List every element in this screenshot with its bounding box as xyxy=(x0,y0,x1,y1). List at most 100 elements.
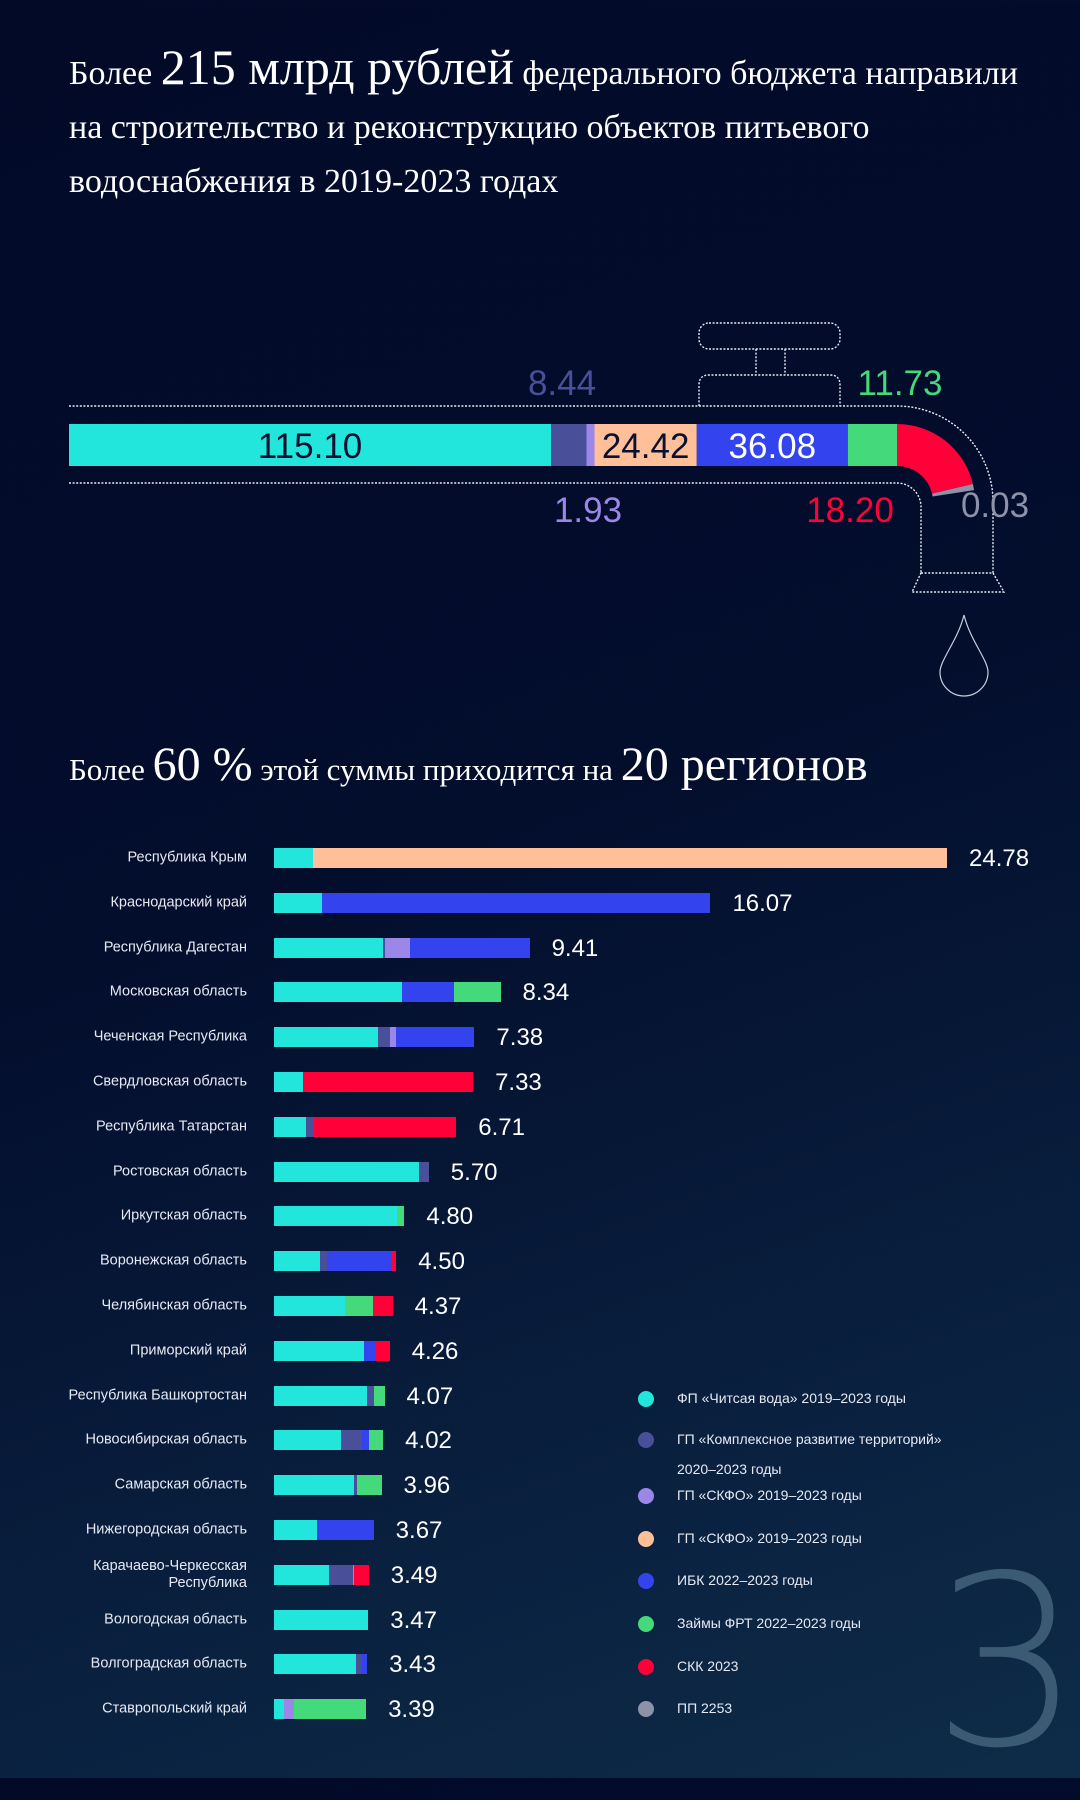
bar-segment-fp xyxy=(274,1296,345,1316)
bar-segment-fp xyxy=(274,1206,398,1227)
region-label: Ставропольский край xyxy=(102,1700,247,1717)
bar-segment-fp xyxy=(274,1340,364,1361)
title-rest: федерального бюджета направили на строит… xyxy=(69,55,1018,200)
legend-dot-icon xyxy=(638,1659,654,1675)
bar-segment-fp xyxy=(274,1699,284,1720)
label-kr: 8.44 xyxy=(528,364,596,403)
subtitle-highlight: 20 регионов xyxy=(620,738,868,791)
bar-segment-frt xyxy=(344,1296,374,1316)
region-label: Чеченская Республика xyxy=(93,1028,247,1045)
bar-segment-fp xyxy=(274,937,383,958)
region-label: Новосибирская область xyxy=(85,1431,247,1448)
bar-segment-kr xyxy=(340,1430,362,1451)
region-label: Челябинская область xyxy=(101,1297,247,1314)
label-fp: 115.10 xyxy=(258,427,362,466)
tap-segment-skfo_lav xyxy=(586,424,595,466)
bar-value-label: 4.02 xyxy=(405,1427,452,1455)
bar-segment-frt xyxy=(397,1206,405,1227)
bar-value-label: 3.47 xyxy=(390,1606,437,1634)
subtitle-text: Более xyxy=(69,752,145,787)
page-number: 3 xyxy=(932,1525,1080,1800)
legend-text: ФП «Читсая вода» 2019–2023 годы xyxy=(677,1390,906,1406)
label-pp: 0.03 xyxy=(961,486,1029,525)
bar-segment-skfo_lav xyxy=(283,1699,295,1720)
bar-segment-ibk xyxy=(361,1430,370,1451)
bar-segment-kr xyxy=(419,1161,429,1182)
bar-segment-ibk xyxy=(316,1520,374,1540)
bar-value-label: 3.39 xyxy=(388,1696,435,1724)
bar-value-label: 7.38 xyxy=(496,1024,544,1052)
bar-value-label: 4.50 xyxy=(418,1248,465,1276)
bar-segment-fp xyxy=(274,1161,420,1182)
bar-value-label: 4.37 xyxy=(414,1293,462,1320)
bar-segment-skfo_lav xyxy=(384,937,410,958)
title-highlight: 215 млрд рублей xyxy=(160,39,514,95)
bar-segment-frt xyxy=(294,1699,367,1720)
label-skk: 18.20 xyxy=(806,491,894,530)
bar-segment-fp xyxy=(274,1654,357,1675)
bar-segment-ibk xyxy=(395,1027,475,1048)
region-label: Нижегородская область xyxy=(85,1521,247,1538)
bar-segment-kr xyxy=(378,1027,390,1048)
tap-segment-kr xyxy=(551,424,587,466)
bar-value-label: 6.71 xyxy=(478,1113,525,1141)
tap-segment-frt xyxy=(847,424,897,466)
bar-segment-skfo_lav xyxy=(352,1564,355,1585)
bar-segment-kr xyxy=(319,1251,328,1272)
bar-value-label: 3.67 xyxy=(395,1517,443,1544)
region-label: Республика Дагестан xyxy=(103,939,247,956)
bar-segment-fp xyxy=(274,1609,369,1630)
legend-text: ГП «СКФО» 2019–2023 годы xyxy=(677,1530,862,1546)
region-label: Воронежская область xyxy=(99,1252,247,1269)
legend-dot-icon xyxy=(638,1488,654,1504)
tap-segment-pp xyxy=(932,483,975,497)
bar-segment-ibk xyxy=(409,937,530,958)
legend-text: ГП «СКФО» 2019–2023 годы xyxy=(677,1487,862,1503)
region-label: Вологодская область xyxy=(104,1611,247,1628)
bar-segment-ibk xyxy=(362,1654,368,1675)
bar-segment-fp xyxy=(274,848,313,868)
region-label: Карачаево-Черкесская Республика xyxy=(93,1557,247,1591)
bar-segment-kr xyxy=(305,1116,314,1137)
subtitle-highlight: 60 % xyxy=(152,738,253,791)
bar-segment-frt xyxy=(357,1475,382,1496)
bar-segment-skk xyxy=(392,1251,397,1272)
label-ibk: 36.08 xyxy=(729,427,817,466)
legend-text: Займы ФРТ 2022–2023 годы xyxy=(677,1615,861,1631)
bar-value-label: 4.07 xyxy=(406,1382,454,1410)
bar-segment-ibk xyxy=(321,892,711,913)
region-label: Республика Татарстан xyxy=(96,1118,247,1135)
bar-segment-frt xyxy=(369,1430,384,1451)
region-label: Республика Крым xyxy=(127,849,247,866)
tap-body-outline xyxy=(698,374,841,406)
bar-segment-kr xyxy=(354,1475,358,1496)
legend-text: ИБК 2022–2023 годы xyxy=(677,1572,813,1588)
bar-segment-fp xyxy=(274,1430,341,1451)
region-label: Республика Башкортостан xyxy=(68,1387,247,1404)
tap-segment-skk xyxy=(897,424,973,494)
bar-value-label: 4.26 xyxy=(411,1337,459,1365)
bar-value-label: 8.34 xyxy=(522,979,570,1007)
bar-segment-fp xyxy=(274,1251,320,1272)
tap-segment-skfo_peach xyxy=(594,424,697,466)
tap-chart: 115.10 8.44 1.93 24.42 36.08 11.73 18.20 0.03 xyxy=(69,322,1029,697)
bar-segment-fp xyxy=(274,1116,306,1137)
region-label: Самарская область xyxy=(114,1476,247,1493)
legend-dot-icon xyxy=(638,1531,654,1547)
bar-segment-ibk xyxy=(363,1340,376,1361)
bar-segment-fp xyxy=(274,1475,355,1496)
legend-dot-icon xyxy=(638,1391,654,1407)
region-label: Ростовская область xyxy=(113,1163,247,1180)
bar-segment-skk xyxy=(303,1072,474,1092)
bar-segment-skk xyxy=(313,1116,457,1137)
bar-segment-skfo_peach xyxy=(312,848,947,868)
tap-nozzle-outline xyxy=(910,572,1006,593)
bar-segment-skk xyxy=(373,1296,393,1316)
bar-segment-fp xyxy=(274,1564,330,1585)
tap-stem-outline xyxy=(755,349,786,375)
bar-segment-fp xyxy=(274,1520,317,1540)
bar-segment-fp xyxy=(274,982,403,1003)
label-frt: 11.73 xyxy=(858,364,943,403)
legend-text: ГП «Комплексное развитие территорий» 2020… xyxy=(677,1431,942,1477)
bar-value-label: 5.70 xyxy=(450,1158,498,1186)
